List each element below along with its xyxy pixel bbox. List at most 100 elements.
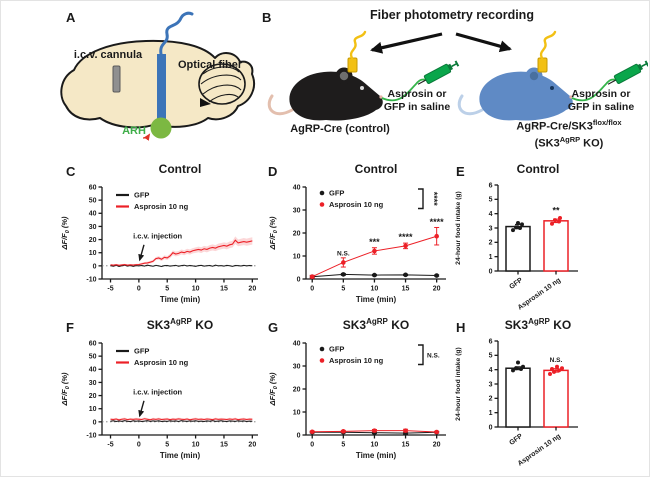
svg-text:10: 10 [89,250,97,257]
svg-text:5: 5 [165,286,169,293]
panel-b-title: Fiber photometry recording [370,8,534,22]
axes [302,186,446,283]
svg-text:15: 15 [220,442,228,449]
cerebellum-folds [200,66,242,103]
svg-text:6: 6 [489,182,493,189]
svg-text:40: 40 [293,340,301,347]
fiber-cable-icon [159,11,194,56]
chart-ko-trace: -10 0 10 20 30 40 50 60 -5 0 5 10 15 20 Time (min) ΔF/F… [60,340,258,460]
bar-asprosin-10-ng [543,215,569,275]
panel-f-letter: F [66,320,74,335]
axes [98,342,258,439]
svg-text:15: 15 [402,286,410,293]
svg-text:15: 15 [220,286,228,293]
injection-label-right: Asprosin or GFP in saline [567,88,635,113]
series-asprosin-10-ng [110,417,253,422]
sig-label: N.S. [427,352,440,359]
mouse-tail [267,94,294,116]
injection-label-left: Asprosin or GFP in saline [383,88,451,113]
tick-labels: 0 10 20 30 40 0 5 10 15 20 [293,340,441,448]
svg-text:10: 10 [89,406,97,413]
panel-d-title: Control [354,162,398,176]
svg-text:4: 4 [489,211,493,218]
svg-text:GFP: GFP [329,189,344,198]
ko-mouse-caption-line1: AgRP-Cre/SK3flox/flox [516,118,622,133]
series-gfp [309,272,440,279]
panel-a: A i.c.v. cannula Optical fiber ARH [50,8,265,156]
implant-cable-icon [349,30,367,60]
tick-labels: -10 0 10 20 30 40 50 60 -5 0 5 10 15 20 [86,184,256,292]
mouse-nose [569,95,573,99]
panel-e: E Control 0 1 2 3 4 5 6 24-hour food intake (g)… [448,160,644,318]
brainstem-wedge [200,98,211,107]
svg-text:20: 20 [89,237,97,244]
mouse-ear-inner [339,71,349,81]
bar-asprosin-10-ng [543,364,569,431]
panel-h: H SK3AgRP KO 0 1 2 3 4 5 6 24-hour food intake … [448,316,644,474]
svg-text:20: 20 [248,442,256,449]
svg-text:30: 30 [293,363,301,370]
control-mouse-caption: AgRP-Cre (control) [290,123,390,135]
svg-text:3: 3 [489,381,493,388]
mouse-eye [550,86,554,90]
panel-c-letter: C [66,164,76,179]
panel-g-title: SK3AgRP KO [342,317,410,332]
svg-text:30: 30 [89,224,97,231]
panel-c-title: Control [158,162,202,176]
legend: GFP Asprosin 10 ng [116,191,189,211]
panel-b-letter: B [262,10,272,25]
x-axis-label: Time (min) [160,295,201,304]
svg-text:0: 0 [137,442,141,449]
sig-label: **** [429,192,439,207]
svg-text:i.c.v. injection: i.c.v. injection [133,231,182,240]
y-axis-label: ΔF/F0 (%) [268,372,279,407]
axes [98,186,258,283]
svg-text:20: 20 [433,286,441,293]
panel-e-letter: E [456,164,465,179]
svg-text:50: 50 [89,354,97,361]
svg-text:40: 40 [89,211,97,218]
sig-label: ** [552,206,560,216]
svg-text:10: 10 [293,253,301,260]
arh-label: ARH [122,125,146,137]
svg-text:-10: -10 [86,432,96,439]
legend: GFP Asprosin 10 ng [116,347,189,367]
svg-text:0: 0 [93,263,97,270]
panel-c: C Control -10 0 10 20 30 40 50 60 -5 0 5 10 15 20 Time… [56,160,268,312]
mouse-body [289,71,383,121]
y-axis-label: 24-hour food intake (g) [455,347,462,421]
bar-gfp [505,220,531,275]
svg-text:20: 20 [89,393,97,400]
comparison-bracket [418,344,424,366]
arh-pointer-icon [142,133,151,141]
svg-text:15: 15 [402,442,410,449]
svg-text:20: 20 [293,386,301,393]
sig-label: **** [399,232,414,242]
bar-label: GFP [508,433,524,447]
svg-text:2: 2 [489,396,493,403]
svg-text:-5: -5 [107,442,113,449]
svg-text:10: 10 [192,286,200,293]
sig-label: **** [430,217,445,227]
svg-text:10: 10 [192,442,200,449]
sig-label: N.S. [337,250,350,257]
icv-annotation: i.c.v. injection [133,231,183,262]
arrow-right-icon [455,32,512,53]
mouse-tail [457,94,484,116]
panel-g: G SK3AgRP KO 0 10 20 30 40 0 5 10 15 20 Time (min)… [264,316,464,474]
panel-f-title: SK3AgRP KO [146,317,214,332]
tick-labels: 0 1 2 3 4 5 6 [489,338,493,431]
series-asprosin-10-ng [309,428,440,435]
optical-fiber-label: Optical fiber [178,59,243,71]
svg-text:0: 0 [489,268,493,275]
svg-text:30: 30 [293,207,301,214]
svg-text:4: 4 [489,367,493,374]
arh-marker [150,117,172,139]
axes [494,184,578,272]
svg-text:60: 60 [89,340,97,347]
panel-f: F SK3AgRP KO -10 0 10 20 30 40 50 60 -5 0 5 10 15 20 T… [56,316,268,474]
cannula-label: i.c.v. cannula [74,49,143,61]
panel-b: B Fiber photometry recording [256,8,648,158]
panel-h-title: SK3AgRP KO [504,317,572,332]
